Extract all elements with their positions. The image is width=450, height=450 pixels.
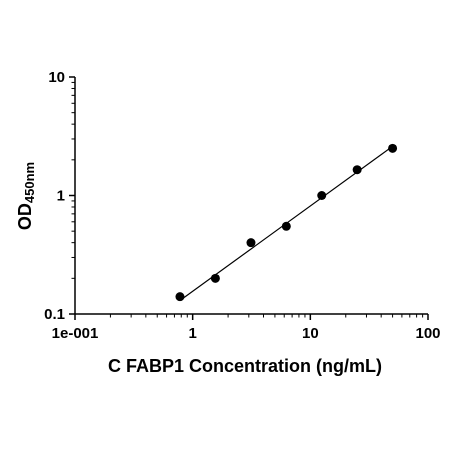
y-axis-title-main: OD xyxy=(15,203,35,230)
data-point xyxy=(246,238,256,248)
data-point xyxy=(281,221,291,231)
data-point xyxy=(175,292,185,302)
axes xyxy=(74,77,428,315)
data-point xyxy=(210,273,220,283)
data-point xyxy=(352,165,362,175)
y-tick-label: 10 xyxy=(48,69,65,86)
x-axis-ticks: 1e-001 1 10 100 xyxy=(52,314,441,342)
x-axis-title: C FABP1 Concentration (ng/mL) xyxy=(108,356,382,376)
data-point xyxy=(317,191,327,200)
y-tick-label: 1 xyxy=(57,188,65,205)
data-points xyxy=(175,143,398,302)
y-axis-title-subscript: 450nm xyxy=(22,162,37,203)
x-tick-label: 1e-001 xyxy=(52,325,99,342)
data-point xyxy=(388,143,398,153)
x-tick-label: 100 xyxy=(415,325,440,342)
y-axis-ticks: 0.1 1 10 xyxy=(44,69,75,323)
y-axis-title: OD450nm xyxy=(15,162,37,230)
x-tick-label: 1 xyxy=(188,325,196,342)
x-tick-label: 10 xyxy=(302,325,319,342)
y-tick-label: 0.1 xyxy=(44,306,65,323)
